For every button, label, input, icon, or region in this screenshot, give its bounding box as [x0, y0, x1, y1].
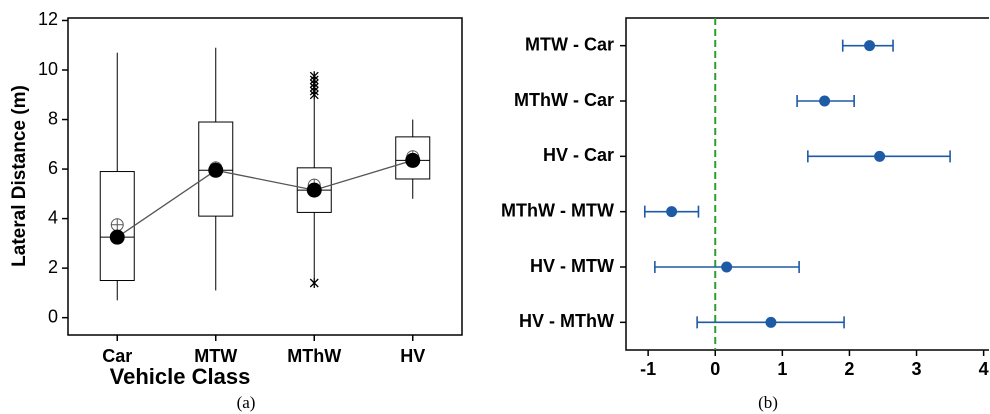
point [666, 206, 678, 218]
median-connect-line [116, 159, 413, 238]
outlier [309, 71, 319, 82]
point [765, 316, 777, 328]
outlier [309, 277, 319, 288]
x-tick-label: MTW [194, 346, 237, 366]
point [721, 261, 733, 273]
x-axis-label: Vehicle Class [110, 364, 251, 389]
plot-frame [67, 17, 463, 336]
plot-frame [625, 17, 989, 351]
x-tick-label: 1 [777, 359, 787, 379]
y-tick-label: 0 [48, 306, 58, 326]
y-tick-label: HV - MThW [519, 311, 614, 331]
y-axis-label: Lateral Distance (m) [9, 85, 30, 267]
y-tick-label: MTW - Car [525, 34, 614, 54]
x-tick-label: HV [400, 346, 425, 366]
y-tick-label: 10 [38, 59, 58, 79]
median-dot [405, 152, 421, 168]
y-tick-label: MThW - Car [514, 90, 614, 110]
y-tick-label: HV - Car [543, 145, 614, 165]
point [874, 150, 886, 162]
mean-cross [111, 218, 124, 231]
y-tick-label: MThW - MTW [501, 200, 614, 220]
y-tick-label: HV - MTW [530, 256, 614, 276]
x-tick-label: 3 [912, 359, 922, 379]
caption: (a) [237, 393, 256, 412]
x-tick-label: -1 [640, 359, 656, 379]
median-dot [306, 182, 322, 198]
y-tick-label: 2 [48, 257, 58, 277]
point [819, 95, 831, 107]
caption: (b) [758, 393, 778, 412]
point [864, 40, 876, 52]
x-tick-label: 2 [844, 359, 854, 379]
y-tick-label: 8 [48, 108, 58, 128]
x-tick-label: Car [102, 346, 132, 366]
y-tick-label: 4 [48, 207, 58, 227]
median-dot [208, 162, 224, 178]
x-tick-label: 0 [710, 359, 720, 379]
median-dot [109, 229, 125, 245]
y-tick-label: 6 [48, 158, 58, 178]
x-tick-label: 4 [979, 359, 989, 379]
y-tick-label: 12 [38, 9, 58, 29]
x-tick-label: MThW [287, 346, 341, 366]
